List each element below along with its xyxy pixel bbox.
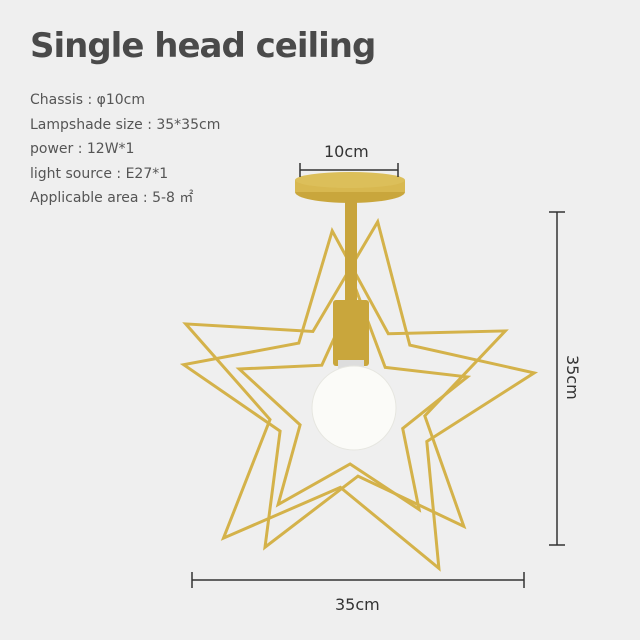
lamp-socket <box>333 300 369 366</box>
spec-power: power : 12W*1 <box>30 141 135 157</box>
chassis-width-label: 10cm <box>324 142 369 161</box>
light-bulb <box>311 365 397 451</box>
spec-list: Chassis : φ10cm Lampshade size : 35*35cm… <box>30 88 220 211</box>
lamp-rod <box>345 200 357 305</box>
width-label: 35cm <box>335 595 380 614</box>
dimension-lines <box>191 163 565 588</box>
spec-applicable-area: Applicable area : 5-8 ㎡ <box>30 190 194 206</box>
star-frame <box>235 286 472 513</box>
star-frame <box>179 227 509 551</box>
spec-light-source: light source : E27*1 <box>30 165 169 182</box>
height-label: 35cm <box>563 355 582 400</box>
star-cage <box>179 217 539 572</box>
spec-lampshade-size: Lampshade size : 35*35cm <box>30 116 221 133</box>
spec-chassis: Chassis : φ10cm <box>30 92 146 108</box>
star-frame <box>182 217 539 572</box>
product-title: Single head ceiling <box>30 26 376 66</box>
